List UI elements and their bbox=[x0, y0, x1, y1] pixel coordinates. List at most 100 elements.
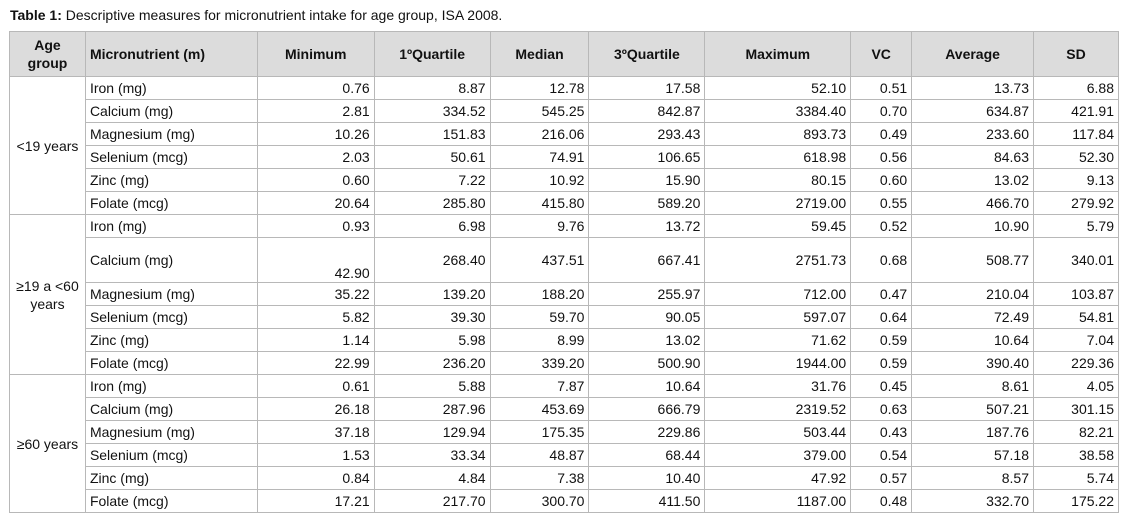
median-cell: 453.69 bbox=[489, 397, 590, 421]
nutrient-cell: Calcium (mg) bbox=[84, 397, 258, 421]
table-caption: Table 1: Descriptive measures for micron… bbox=[10, 6, 502, 24]
maximum-cell: 71.62 bbox=[704, 328, 852, 352]
table-row: Zinc (mg) 1.14 5.98 8.99 13.02 71.62 0.59 10.64… bbox=[10, 328, 1119, 352]
first-quartile-cell: 5.88 bbox=[373, 374, 491, 398]
minimum-cell: 26.18 bbox=[256, 397, 375, 421]
maximum-cell: 47.92 bbox=[704, 466, 852, 490]
median-cell: 9.76 bbox=[489, 214, 590, 238]
sd-cell: 9.13 bbox=[1033, 168, 1119, 192]
header-median: Median bbox=[489, 31, 590, 77]
third-quartile-cell: 106.65 bbox=[588, 145, 706, 169]
median-cell: 545.25 bbox=[489, 99, 590, 123]
sd-cell: 6.88 bbox=[1033, 76, 1119, 100]
header-micronutrient: Micronutrient (m) bbox=[84, 31, 258, 77]
average-cell: 233.60 bbox=[911, 122, 1034, 146]
nutrient-cell: Zinc (mg) bbox=[84, 328, 258, 352]
table-row: <19 years Iron (mg) 0.76 8.87 12.78 17.58 52.1… bbox=[9, 76, 1119, 215]
first-quartile-cell: 287.96 bbox=[373, 397, 491, 421]
third-quartile-cell: 666.79 bbox=[588, 397, 706, 421]
vc-cell: 0.57 bbox=[850, 466, 913, 490]
vc-cell: 0.68 bbox=[850, 237, 913, 283]
vc-cell: 0.70 bbox=[850, 99, 913, 123]
average-cell: 332.70 bbox=[911, 489, 1034, 513]
third-quartile-cell: 10.64 bbox=[588, 374, 706, 398]
first-quartile-cell: 50.61 bbox=[373, 145, 491, 169]
minimum-cell: 35.22 bbox=[256, 282, 375, 306]
nutrient-cell: Calcium (mg) bbox=[84, 237, 258, 283]
nutrient-cell: Zinc (mg) bbox=[84, 466, 258, 490]
sd-cell: 54.81 bbox=[1033, 305, 1119, 329]
minimum-cell: 1.14 bbox=[256, 328, 375, 352]
first-quartile-cell: 268.40 bbox=[373, 237, 491, 283]
nutrient-cell: Selenium (mcg) bbox=[84, 443, 258, 467]
first-quartile-cell: 285.80 bbox=[373, 191, 491, 215]
table-row: Selenium (mcg) 2.03 50.61 74.91 106.65 618.98… bbox=[10, 145, 1119, 169]
sd-cell: 38.58 bbox=[1033, 443, 1119, 467]
minimum-cell: 0.60 bbox=[256, 168, 375, 192]
table-row: Magnesium (mg) 35.22 139.20 188.20 255.97 712… bbox=[10, 282, 1119, 306]
first-quartile-cell: 6.98 bbox=[373, 214, 491, 238]
table-caption-label: Table 1: bbox=[10, 7, 62, 23]
average-cell: 13.02 bbox=[911, 168, 1034, 192]
header-maximum: Maximum bbox=[704, 31, 852, 77]
first-quartile-cell: 39.30 bbox=[373, 305, 491, 329]
median-cell: 300.70 bbox=[489, 489, 590, 513]
median-cell: 8.99 bbox=[489, 328, 590, 352]
table-row: ≥19 a <60 years Iron (mg) 0.93 6.98 9.76 13.7… bbox=[9, 214, 1119, 375]
vc-cell: 0.49 bbox=[850, 122, 913, 146]
third-quartile-cell: 90.05 bbox=[588, 305, 706, 329]
nutrient-cell: Selenium (mcg) bbox=[84, 145, 258, 169]
average-cell: 72.49 bbox=[911, 305, 1034, 329]
sd-cell: 340.01 bbox=[1033, 237, 1119, 283]
minimum-cell: 37.18 bbox=[256, 420, 375, 444]
micronutrient-table: Age group Micronutrient (m) Minimum 1ºQu… bbox=[9, 31, 1119, 513]
first-quartile-cell: 5.98 bbox=[373, 328, 491, 352]
vc-cell: 0.59 bbox=[850, 351, 913, 375]
median-cell: 59.70 bbox=[489, 305, 590, 329]
average-cell: 57.18 bbox=[911, 443, 1034, 467]
maximum-cell: 2319.52 bbox=[704, 397, 852, 421]
vc-cell: 0.43 bbox=[850, 420, 913, 444]
sd-cell: 7.04 bbox=[1033, 328, 1119, 352]
table-row: Zinc (mg) 0.84 4.84 7.38 10.40 47.92 0.57 8.57 5… bbox=[10, 466, 1119, 490]
sd-cell: 229.36 bbox=[1033, 351, 1119, 375]
sd-cell: 117.84 bbox=[1033, 122, 1119, 146]
average-cell: 8.57 bbox=[911, 466, 1034, 490]
third-quartile-cell: 17.58 bbox=[588, 76, 706, 100]
median-cell: 437.51 bbox=[489, 237, 590, 283]
vc-cell: 0.48 bbox=[850, 489, 913, 513]
third-quartile-cell: 293.43 bbox=[588, 122, 706, 146]
sd-cell: 301.15 bbox=[1033, 397, 1119, 421]
nutrient-cell: Magnesium (mg) bbox=[84, 282, 258, 306]
table-row: Folate (mcg) 22.99 236.20 339.20 500.90 1944.… bbox=[10, 351, 1119, 375]
vc-cell: 0.60 bbox=[850, 168, 913, 192]
third-quartile-cell: 255.97 bbox=[588, 282, 706, 306]
sd-cell: 175.22 bbox=[1033, 489, 1119, 513]
median-cell: 48.87 bbox=[489, 443, 590, 467]
median-cell: 188.20 bbox=[489, 282, 590, 306]
median-cell: 10.92 bbox=[489, 168, 590, 192]
maximum-cell: 618.98 bbox=[704, 145, 852, 169]
average-cell: 634.87 bbox=[911, 99, 1034, 123]
table-header-row: Age group Micronutrient (m) Minimum 1ºQu… bbox=[9, 31, 1119, 77]
maximum-cell: 503.44 bbox=[704, 420, 852, 444]
sd-cell: 103.87 bbox=[1033, 282, 1119, 306]
average-cell: 187.76 bbox=[911, 420, 1034, 444]
sd-cell: 52.30 bbox=[1033, 145, 1119, 169]
table-caption-text: Descriptive measures for micronutrient i… bbox=[61, 7, 503, 23]
table-row: Calcium (mg) 2.81 334.52 545.25 842.87 3384.4… bbox=[10, 99, 1119, 123]
table-row: Calcium (mg) 26.18 287.96 453.69 666.79 2319.… bbox=[10, 397, 1119, 421]
minimum-cell: 20.64 bbox=[256, 191, 375, 215]
average-cell: 508.77 bbox=[911, 237, 1034, 283]
third-quartile-cell: 229.86 bbox=[588, 420, 706, 444]
minimum-cell: 0.93 bbox=[256, 214, 375, 238]
nutrient-cell: Calcium (mg) bbox=[84, 99, 258, 123]
header-minimum: Minimum bbox=[256, 31, 375, 77]
age-group-cell: ≥60 years bbox=[9, 374, 86, 513]
first-quartile-cell: 217.70 bbox=[373, 489, 491, 513]
sd-cell: 4.05 bbox=[1033, 374, 1119, 398]
age-group-cell: <19 years bbox=[9, 76, 86, 215]
average-cell: 8.61 bbox=[911, 374, 1034, 398]
third-quartile-cell: 68.44 bbox=[588, 443, 706, 467]
sd-cell: 82.21 bbox=[1033, 420, 1119, 444]
